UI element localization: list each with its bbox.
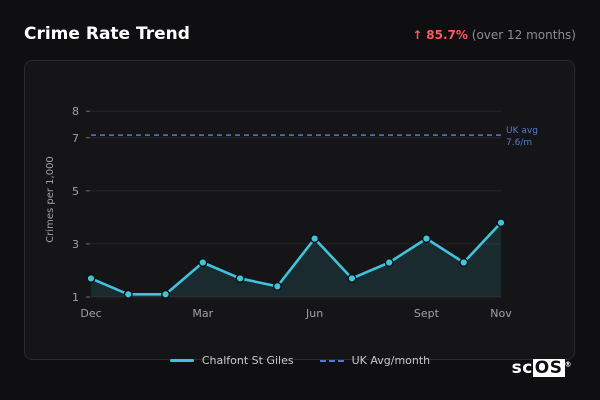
legend-item-uk-avg[interactable]: UK Avg/month	[319, 354, 431, 367]
legend-swatch-line	[169, 359, 194, 362]
y-tick-label: 7	[72, 132, 79, 145]
page-title: Crime Rate Trend	[24, 24, 190, 44]
data-point	[86, 273, 96, 283]
legend-label-uk-avg: UK Avg/month	[351, 354, 431, 367]
brand-logo: sc OS ®	[511, 358, 572, 378]
data-point	[310, 234, 320, 244]
data-point	[272, 281, 282, 291]
y-axis-label: Crimes per 1,000	[45, 156, 56, 243]
legend-swatch-dash	[319, 359, 344, 362]
data-point	[496, 218, 506, 228]
legend-label-area: Chalfont St Giles	[201, 354, 294, 367]
y-tick-label: 8	[72, 105, 79, 118]
data-point	[347, 273, 357, 283]
data-point	[235, 273, 245, 283]
data-point	[384, 258, 394, 268]
chart-card	[24, 60, 575, 360]
change-indicator: ↑ 85.7% (over 12 months)	[412, 28, 576, 42]
chart-legend: Chalfont St Giles UK Avg/month	[0, 354, 600, 367]
uk-average-value: 7.6/m	[506, 138, 532, 148]
x-tick-label: Nov	[490, 307, 512, 320]
series-area-fill	[91, 222, 501, 297]
x-tick-label: Dec	[80, 307, 101, 320]
uk-average-label: UK avg	[506, 126, 538, 136]
series-line	[89, 221, 503, 296]
x-tick-label: Jun	[305, 307, 323, 320]
data-point	[459, 258, 469, 268]
x-tick-label: Mar	[192, 307, 213, 320]
data-point	[161, 289, 171, 299]
change-percent: 85.7%	[426, 28, 468, 42]
legend-item-area[interactable]: Chalfont St Giles	[169, 354, 294, 367]
x-tick-label: Sept	[414, 307, 440, 320]
y-tick-label: 1	[72, 291, 79, 304]
y-tick-label: 3	[72, 238, 79, 251]
data-point	[198, 258, 208, 268]
data-point	[421, 234, 431, 244]
data-point	[123, 289, 133, 299]
trend-up-icon: ↑	[412, 28, 423, 42]
change-period: (over 12 months)	[471, 28, 576, 42]
y-tick-label: 5	[72, 185, 79, 198]
